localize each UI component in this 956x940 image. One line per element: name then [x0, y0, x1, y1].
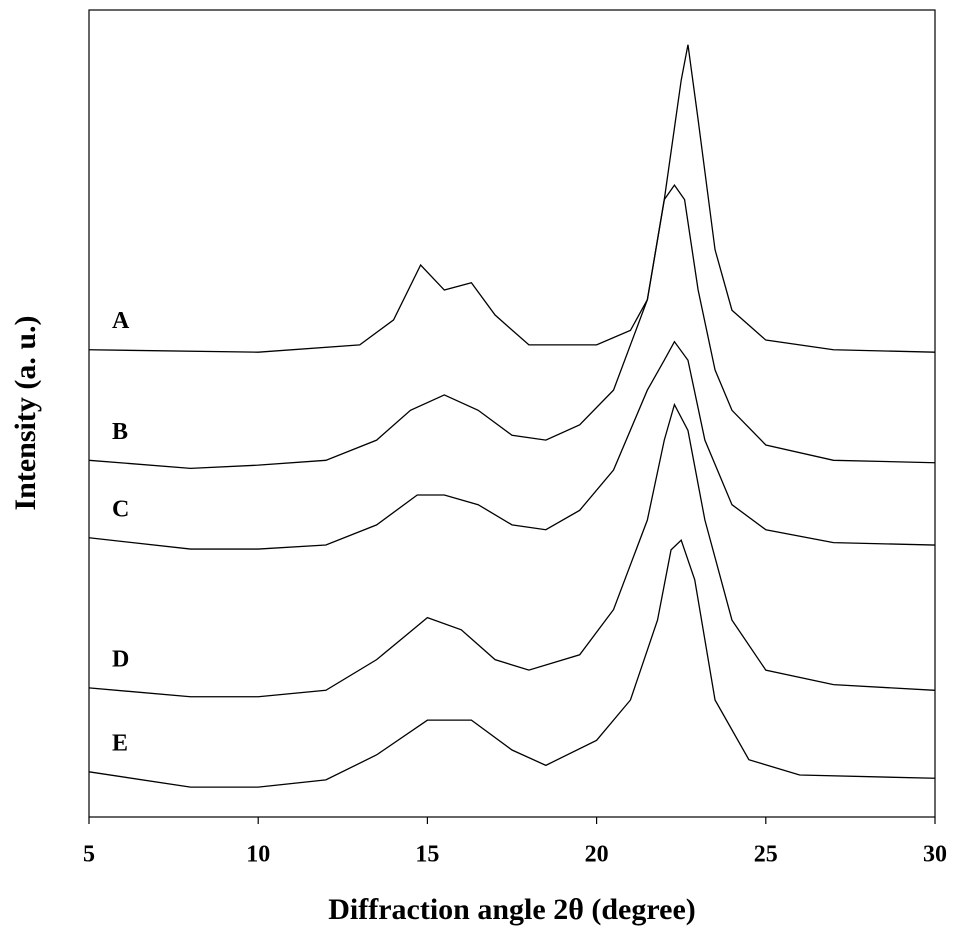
curve	[88, 402, 936, 698]
x-tick-label: 5	[83, 842, 95, 868]
curve-label: C	[112, 496, 129, 522]
y-axis-label: Intensity (a. u.)	[9, 315, 42, 510]
curve	[88, 44, 936, 353]
x-tick-label: 15	[415, 842, 439, 868]
curve-label: D	[112, 646, 129, 672]
x-tick-label: 10	[246, 842, 270, 868]
curve-label: A	[112, 308, 130, 334]
x-axis-label: Diffraction angle 2θ (degree)	[328, 893, 696, 926]
x-tick-label: 30	[923, 842, 947, 868]
x-tick-label: 20	[585, 842, 609, 868]
plot-frame	[88, 9, 936, 818]
curve-label: B	[112, 419, 128, 445]
x-tick-label: 25	[754, 842, 778, 868]
curve	[88, 340, 936, 550]
curve	[88, 539, 936, 788]
curve-label: E	[112, 730, 128, 756]
curve	[88, 183, 936, 470]
